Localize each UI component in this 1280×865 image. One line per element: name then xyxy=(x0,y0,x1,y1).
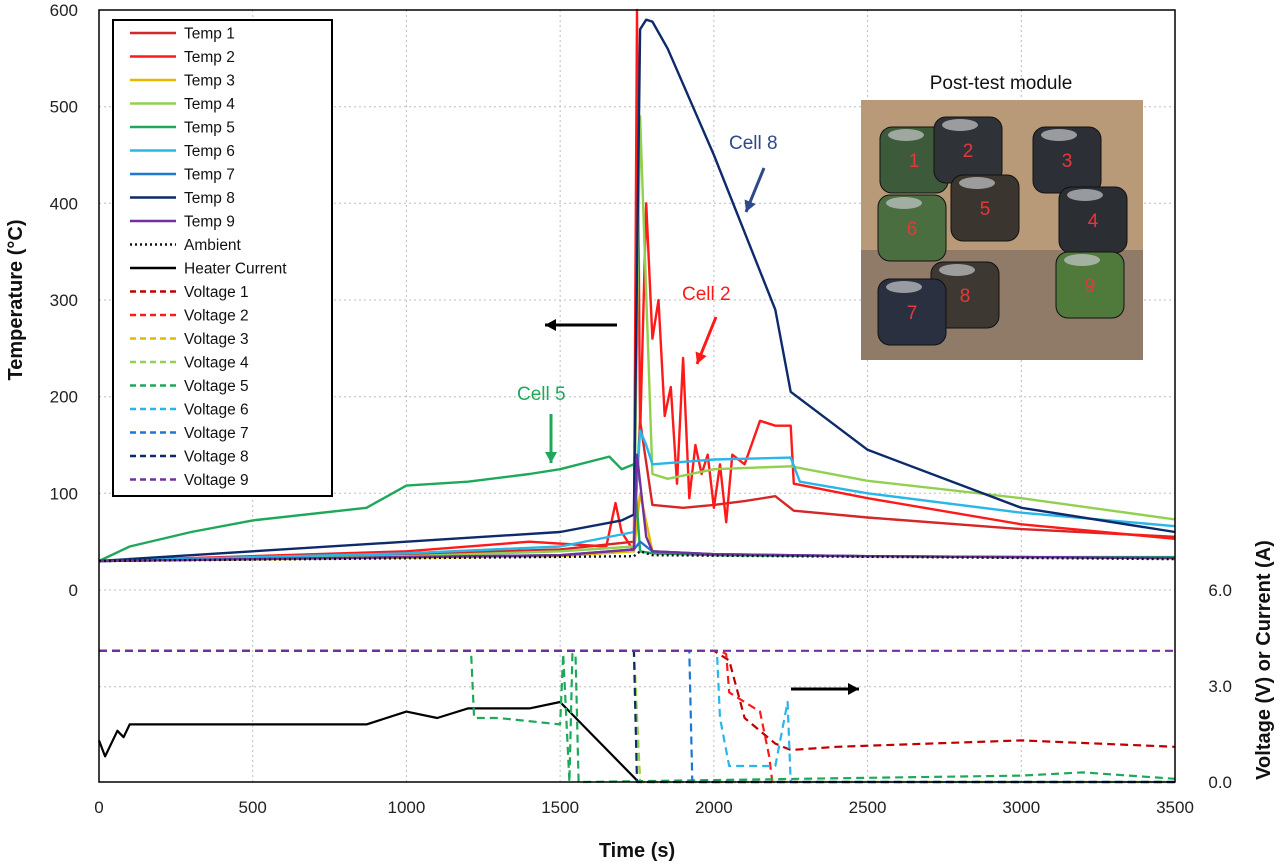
axes xyxy=(98,9,1176,783)
x-tick-label: 3500 xyxy=(1156,798,1194,817)
legend-label: Temp 4 xyxy=(184,96,235,113)
y-left-tick-label: 300 xyxy=(50,291,78,310)
cell-residue xyxy=(1064,254,1100,266)
y-left-tick-label: 500 xyxy=(50,98,78,117)
cell-5-arrow-head xyxy=(545,452,557,463)
legend-label: Voltage 7 xyxy=(184,425,249,442)
x-tick-label: 500 xyxy=(239,798,267,817)
series-voltage-1 xyxy=(99,649,1176,752)
tick-labels: 0 500 1000 1500 2000 2500 3000 3500010020030040… xyxy=(50,1,1232,817)
cell-residue xyxy=(1067,189,1103,201)
cell-residue xyxy=(886,281,922,293)
y-right-tick-label: 0.0 xyxy=(1208,773,1232,792)
legend-label: Voltage 4 xyxy=(184,355,249,372)
cell-number: 4 xyxy=(1088,211,1099,232)
left-axis-arrow-head xyxy=(545,319,556,331)
y-axis-left-title: Temperature (°C) xyxy=(5,220,27,381)
series-temp-1 xyxy=(98,419,1176,563)
legend-label: Temp 8 xyxy=(184,190,235,207)
battery-cell xyxy=(950,174,1020,242)
series-heater-current xyxy=(97,700,638,782)
x-tick-label: 2000 xyxy=(695,798,733,817)
cell-number: 2 xyxy=(963,141,974,162)
post-test-module-photo: Post-test module 1 2 3 6 5 4 8 9 7 xyxy=(861,73,1143,360)
series-voltage-4 xyxy=(99,649,1175,784)
legend-box xyxy=(112,19,333,497)
legend-label: Voltage 8 xyxy=(184,449,249,466)
legend-label: Temp 3 xyxy=(184,73,235,90)
cell-number: 3 xyxy=(1062,151,1073,172)
series-voltage-6 xyxy=(99,649,1175,784)
series-ambient xyxy=(98,550,1176,563)
legend-label: Temp 6 xyxy=(184,143,235,160)
cell-number: 9 xyxy=(1085,276,1096,297)
battery-cell xyxy=(877,194,947,262)
y-axis-right-title: Voltage (V) or Current (A) xyxy=(1253,540,1275,780)
series-layer xyxy=(97,8,1176,784)
battery-cell xyxy=(1055,251,1125,319)
series-temp-8 xyxy=(98,18,1176,563)
series-voltage-5 xyxy=(99,649,1176,784)
cell-residue xyxy=(886,197,922,209)
x-tick-label: 3000 xyxy=(1002,798,1040,817)
series-temp-4 xyxy=(98,115,1176,563)
cell-number: 8 xyxy=(960,286,971,307)
cell-residue xyxy=(939,264,975,276)
cell-residue xyxy=(942,119,978,131)
cell-residue xyxy=(959,177,995,189)
x-tick-label: 1500 xyxy=(541,798,579,817)
y-left-tick-label: 600 xyxy=(50,1,78,20)
annotations: Cell 8 Cell 2 Cell 5 xyxy=(517,133,859,695)
y-left-tick-label: 0 xyxy=(69,581,78,600)
legend-label: Voltage 3 xyxy=(184,331,249,348)
series-temp-9 xyxy=(98,453,1176,563)
cell-residue xyxy=(888,129,924,141)
x-tick-label: 0 xyxy=(94,798,103,817)
cell-2-arrow-head xyxy=(695,351,707,364)
cell-residue xyxy=(1041,129,1077,141)
right-axis-arrow-head xyxy=(848,683,859,695)
legend-label: Temp 9 xyxy=(184,214,235,231)
y-left-tick-label: 200 xyxy=(50,388,78,407)
legend-label: Voltage 2 xyxy=(184,308,249,325)
y-right-tick-label: 6.0 xyxy=(1208,581,1232,600)
plot-frame xyxy=(98,9,1176,783)
cell-8-label: Cell 8 xyxy=(729,133,778,154)
legend-label: Voltage 6 xyxy=(184,402,249,419)
y-right-tick-label: 3.0 xyxy=(1208,677,1232,696)
legend-label: Heater Current xyxy=(184,261,287,278)
x-axis-title: Time (s) xyxy=(599,840,675,862)
legend-label: Ambient xyxy=(184,237,242,254)
legend-label: Temp 7 xyxy=(184,167,235,184)
legend-label: Temp 5 xyxy=(184,120,235,137)
cell-number: 7 xyxy=(907,303,918,324)
cell-number: 5 xyxy=(980,199,991,220)
x-tick-label: 2500 xyxy=(849,798,887,817)
cell-8-arrow-head xyxy=(744,199,756,212)
cell-number: 1 xyxy=(909,151,920,172)
legend-label: Voltage 5 xyxy=(184,378,249,395)
series-voltage-2 xyxy=(99,649,774,783)
legend-label: Voltage 1 xyxy=(184,284,249,301)
inset-title: Post-test module xyxy=(930,73,1073,94)
cell-5-label: Cell 5 xyxy=(517,384,566,405)
y-left-tick-label: 400 xyxy=(50,194,78,213)
cell-2-label: Cell 2 xyxy=(682,284,731,305)
y-left-tick-label: 100 xyxy=(50,484,78,503)
battery-cell xyxy=(877,278,947,346)
legend-label: Temp 2 xyxy=(184,49,235,66)
legend: Temp 1 Temp 2 Temp 3 Temp 4 Temp 5 Temp 6 Temp… xyxy=(112,19,333,497)
x-tick-label: 1000 xyxy=(388,798,426,817)
cell-number: 6 xyxy=(907,219,918,240)
legend-label: Voltage 9 xyxy=(184,472,249,489)
legend-label: Temp 1 xyxy=(184,26,235,43)
series-temp-6 xyxy=(98,429,1176,563)
